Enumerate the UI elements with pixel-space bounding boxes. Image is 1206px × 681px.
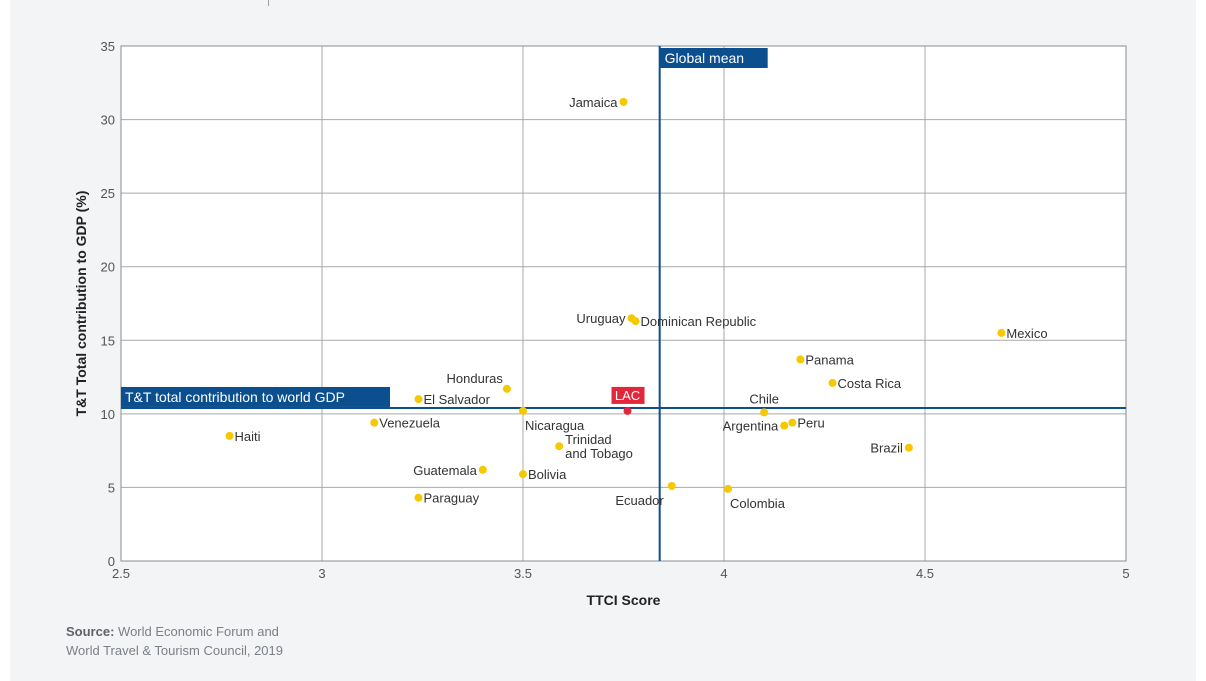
point-label-trinidad-and-tobago: Trinidad and Tobago — [565, 432, 633, 461]
point-label-colombia: Colombia — [730, 496, 786, 511]
y-tick-label: 5 — [108, 480, 115, 495]
point-label-guatemala: Guatemala — [413, 463, 477, 478]
point-jamaica — [619, 97, 628, 106]
point-dominican-republic — [631, 317, 640, 326]
x-tick-label: 2.5 — [112, 566, 130, 581]
point-haiti — [225, 431, 234, 440]
x-axis-title: TTCI Score — [587, 592, 661, 608]
point-argentina — [780, 421, 789, 430]
point-honduras — [502, 384, 511, 393]
point-bolivia — [519, 470, 527, 479]
point-label-panama: Panama — [805, 352, 854, 367]
source-line-1: World Economic Forum and — [118, 624, 279, 639]
point-label-paraguay: Paraguay — [423, 491, 479, 506]
point-label-line: and Tobago — [565, 446, 633, 461]
x-tick-label: 4.5 — [916, 566, 934, 581]
global-mean-label-bg — [659, 48, 768, 68]
point-label-lac: LAC — [615, 388, 640, 403]
point-label-jamaica: Jamaica — [569, 95, 618, 110]
point-label-mexico: Mexico — [1006, 326, 1047, 341]
source-label: Source: — [66, 624, 115, 639]
y-tick-label: 20 — [101, 260, 115, 275]
point-label-el-salvador: El Salvador — [423, 392, 490, 407]
point-brazil — [904, 443, 913, 452]
point-ecuador — [667, 481, 676, 490]
point-peru — [788, 418, 797, 427]
point-nicaragua — [519, 406, 527, 415]
world-gdp-label: T&T total contribution to world GDP — [125, 389, 345, 405]
point-label-haiti: Haiti — [235, 429, 261, 444]
source-note: Source: World Economic Forum and World T… — [66, 622, 283, 660]
point-venezuela — [370, 418, 379, 427]
point-panama — [796, 355, 805, 364]
point-costa-rica — [828, 378, 837, 387]
point-paraguay — [414, 493, 423, 502]
top-divider-mark — [268, 0, 269, 6]
point-label-honduras: Honduras — [447, 371, 504, 386]
plot-area — [121, 46, 1126, 561]
point-label-bolivia: Bolivia — [528, 467, 567, 482]
point-label-costa-rica: Costa Rica — [838, 376, 902, 391]
point-label-venezuela: Venezuela — [379, 416, 440, 431]
global-mean-label: Global mean — [665, 50, 744, 66]
point-colombia — [724, 484, 733, 493]
world-gdp-label-bg — [121, 386, 390, 407]
x-tick-label: 4 — [720, 566, 727, 581]
point-el-salvador — [414, 395, 423, 404]
point-guatemala — [478, 465, 487, 474]
point-label-line: Trinidad — [565, 432, 611, 447]
source-line-2: World Travel & Tourism Council, 2019 — [66, 643, 284, 658]
lac-label-bg — [611, 386, 645, 404]
point-label-ecuador: Ecuador — [615, 493, 664, 508]
point-trinidad-and-tobago — [555, 442, 564, 451]
y-tick-label: 15 — [101, 333, 115, 348]
y-axis-title: T&T Total contribution to GDP (%) — [73, 191, 89, 417]
point-chile — [760, 408, 769, 417]
x-tick-label: 3.5 — [514, 566, 532, 581]
point-label-uruguay: Uruguay — [576, 311, 626, 326]
x-tick-label: 3 — [318, 566, 325, 581]
point-label-nicaragua: Nicaragua — [525, 418, 585, 433]
y-tick-label: 35 — [101, 39, 115, 54]
y-tick-label: 0 — [108, 554, 115, 569]
point-label-peru: Peru — [797, 416, 824, 431]
x-tick-label: 5 — [1122, 566, 1129, 581]
point-label-brazil: Brazil — [870, 441, 903, 456]
point-label-chile: Chile — [749, 391, 779, 406]
point-label-argentina: Argentina — [723, 419, 779, 434]
plot-frame — [120, 45, 1127, 562]
y-tick-label: 30 — [101, 113, 115, 128]
point-lac — [623, 406, 632, 415]
point-mexico — [997, 328, 1006, 337]
point-label-dominican-republic: Dominican Republic — [641, 314, 757, 329]
y-tick-label: 10 — [101, 407, 115, 422]
y-tick-label: 25 — [101, 186, 115, 201]
